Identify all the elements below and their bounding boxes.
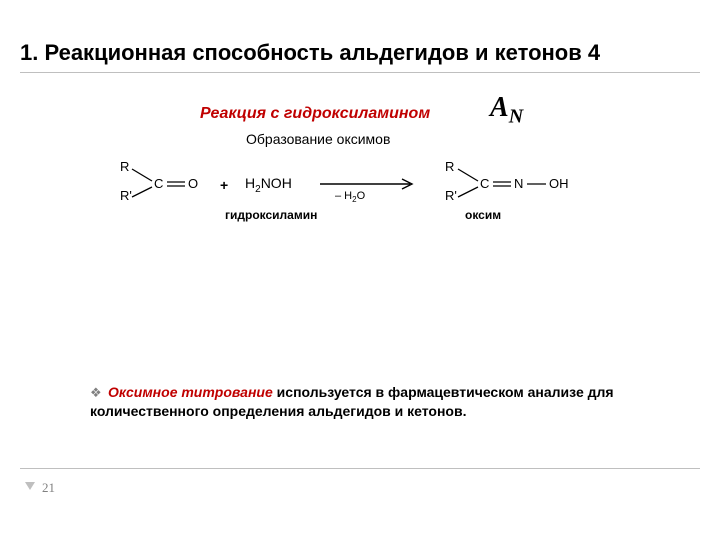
byproduct-tail: O bbox=[357, 190, 366, 202]
bottom-rule bbox=[20, 468, 700, 469]
byproduct-prefix: – H bbox=[335, 190, 352, 202]
reactant-r-top: R bbox=[120, 159, 129, 174]
bullet-icon: ❖ bbox=[90, 384, 108, 402]
product-r-top: R bbox=[445, 159, 454, 174]
product-label: оксим bbox=[465, 208, 501, 222]
reactant-r-bottom: R' bbox=[120, 188, 132, 203]
mechanism-symbol: AN bbox=[490, 92, 523, 129]
reagent-formula: H2NOH bbox=[245, 175, 292, 195]
reaction-diagram: R R' C O R R' C N OH + H2NOH bbox=[110, 155, 630, 245]
reagent-label: гидроксиламин bbox=[225, 208, 317, 222]
page-number: 21 bbox=[42, 480, 55, 496]
byproduct: – H2O bbox=[335, 190, 365, 204]
bullet-lead: Оксимное титрование bbox=[108, 384, 273, 400]
slide: 1. Реакционная способность альдегидов и … bbox=[0, 0, 720, 540]
slide-title: 1. Реакционная способность альдегидов и … bbox=[20, 40, 600, 66]
bullet-point: ❖Оксимное титрование используется в фарм… bbox=[90, 383, 650, 421]
page-marker-icon bbox=[25, 482, 35, 490]
product-oh: OH bbox=[549, 176, 569, 191]
top-rule bbox=[20, 72, 700, 73]
plus-sign: + bbox=[220, 177, 228, 193]
reactant-c: C bbox=[154, 176, 163, 191]
reagent-tail: NOH bbox=[261, 175, 292, 191]
mechanism-letter: A bbox=[490, 92, 509, 123]
product-c: C bbox=[480, 176, 489, 191]
reactant-o: O bbox=[188, 176, 198, 191]
reagent-h: H bbox=[245, 175, 255, 191]
product-n: N bbox=[514, 176, 523, 191]
reaction-title: Реакция с гидроксиламином bbox=[200, 105, 430, 123]
reaction-subtitle: Образование оксимов bbox=[246, 131, 390, 147]
product-r-bottom: R' bbox=[445, 188, 457, 203]
reaction-svg: R R' C O R R' C N OH bbox=[110, 155, 630, 245]
mechanism-subscript: N bbox=[509, 106, 523, 128]
